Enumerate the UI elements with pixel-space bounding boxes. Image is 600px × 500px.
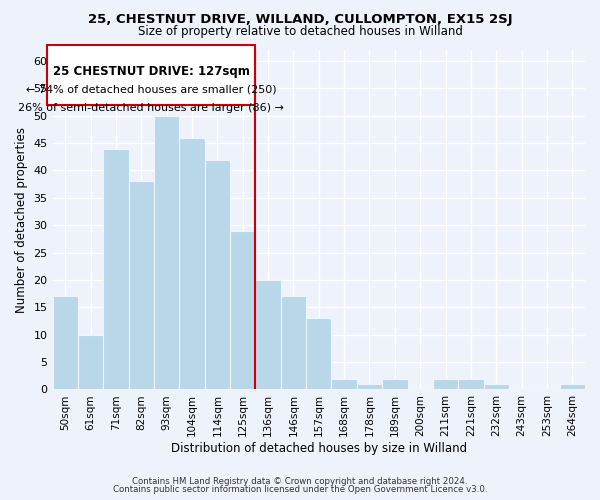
Bar xyxy=(256,280,281,390)
Bar xyxy=(128,182,154,390)
Bar xyxy=(560,384,585,390)
Bar xyxy=(458,378,484,390)
Bar xyxy=(484,384,509,390)
Bar xyxy=(357,384,382,390)
Text: Size of property relative to detached houses in Willand: Size of property relative to detached ho… xyxy=(137,25,463,38)
Bar xyxy=(205,160,230,390)
Text: 26% of semi-detached houses are larger (86) →: 26% of semi-detached houses are larger (… xyxy=(18,103,284,113)
Text: 25, CHESTNUT DRIVE, WILLAND, CULLOMPTON, EX15 2SJ: 25, CHESTNUT DRIVE, WILLAND, CULLOMPTON,… xyxy=(88,12,512,26)
Y-axis label: Number of detached properties: Number of detached properties xyxy=(15,126,28,312)
Bar xyxy=(78,334,103,390)
Bar xyxy=(103,148,128,390)
Text: Contains public sector information licensed under the Open Government Licence v3: Contains public sector information licen… xyxy=(113,485,487,494)
Bar xyxy=(433,378,458,390)
Bar xyxy=(331,378,357,390)
Text: ← 74% of detached houses are smaller (250): ← 74% of detached houses are smaller (25… xyxy=(26,84,276,94)
Bar xyxy=(53,296,78,390)
Bar xyxy=(179,138,205,390)
Bar xyxy=(382,378,407,390)
Bar xyxy=(154,116,179,390)
Bar xyxy=(281,296,306,390)
Text: 25 CHESTNUT DRIVE: 127sqm: 25 CHESTNUT DRIVE: 127sqm xyxy=(53,65,250,78)
Text: Contains HM Land Registry data © Crown copyright and database right 2024.: Contains HM Land Registry data © Crown c… xyxy=(132,477,468,486)
X-axis label: Distribution of detached houses by size in Willand: Distribution of detached houses by size … xyxy=(171,442,467,455)
Bar xyxy=(306,318,331,390)
Bar xyxy=(230,230,256,390)
